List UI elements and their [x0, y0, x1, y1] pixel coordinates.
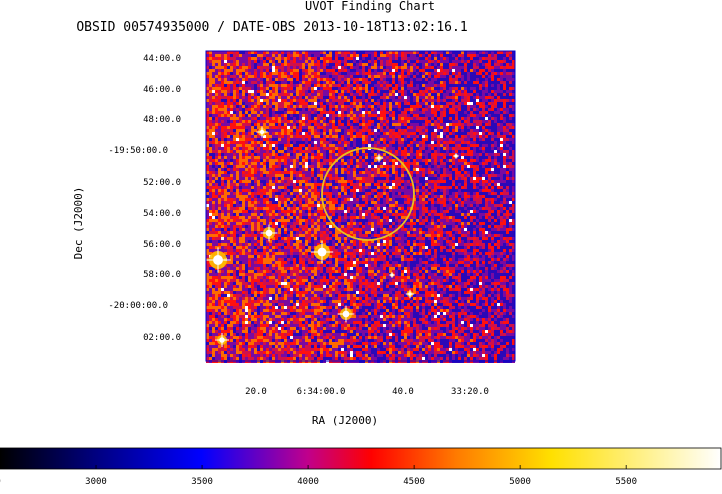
x-tick-label: 20.0	[245, 387, 267, 397]
colorbar-tick-label: 4500	[403, 477, 425, 487]
chart-title: UVOT Finding Chart	[305, 0, 435, 13]
x-tick-label: 6:34:00.0	[297, 387, 346, 397]
y-tick-label: 56:00.0	[143, 240, 181, 250]
y-tick-label: 44:00.0	[143, 54, 181, 64]
y-tick-label: 58:00.0	[143, 270, 181, 280]
y-tick-label: -20:00:00.0	[108, 301, 168, 311]
image-panel	[205, 51, 515, 363]
colorbar: 2500 3000 3500 4000 4500 5000 5500	[0, 448, 721, 487]
x-axis-label: RA (J2000)	[312, 414, 378, 427]
colorbar-tick-label: 3000	[85, 477, 107, 487]
y-tick-label: -19:50:00.0	[108, 146, 168, 156]
colorbar-tick-label: 5000	[509, 477, 531, 487]
y-tick-label: 02:00.0	[143, 333, 181, 343]
image-pixels	[206, 51, 515, 363]
x-tick-label: 33:20.0	[451, 387, 489, 397]
y-tick-label: 52:00.0	[143, 178, 181, 188]
colorbar-gradient	[0, 448, 721, 469]
chart-subtitle: OBSID 00574935000 / DATE-OBS 2013-10-18T…	[76, 20, 467, 35]
y-tick-label: 46:00.0	[143, 85, 181, 95]
y-axis-label: Dec (J2000)	[72, 187, 85, 260]
y-tick-label: 54:00.0	[143, 209, 181, 219]
colorbar-tick-label: 2500	[0, 477, 1, 487]
x-tick-label: 40.0	[392, 387, 414, 397]
y-axis: Dec (J2000) 44:00.0 46:00.0 48:00.0 -19:…	[72, 54, 181, 343]
y-tick-label: 48:00.0	[143, 115, 181, 125]
colorbar-tick-label: 3500	[191, 477, 213, 487]
x-axis: 20.0 6:34:00.0 40.0 33:20.0 RA (J2000)	[245, 387, 489, 427]
colorbar-tick-label: 5500	[615, 477, 637, 487]
colorbar-tick-label: 4000	[297, 477, 319, 487]
